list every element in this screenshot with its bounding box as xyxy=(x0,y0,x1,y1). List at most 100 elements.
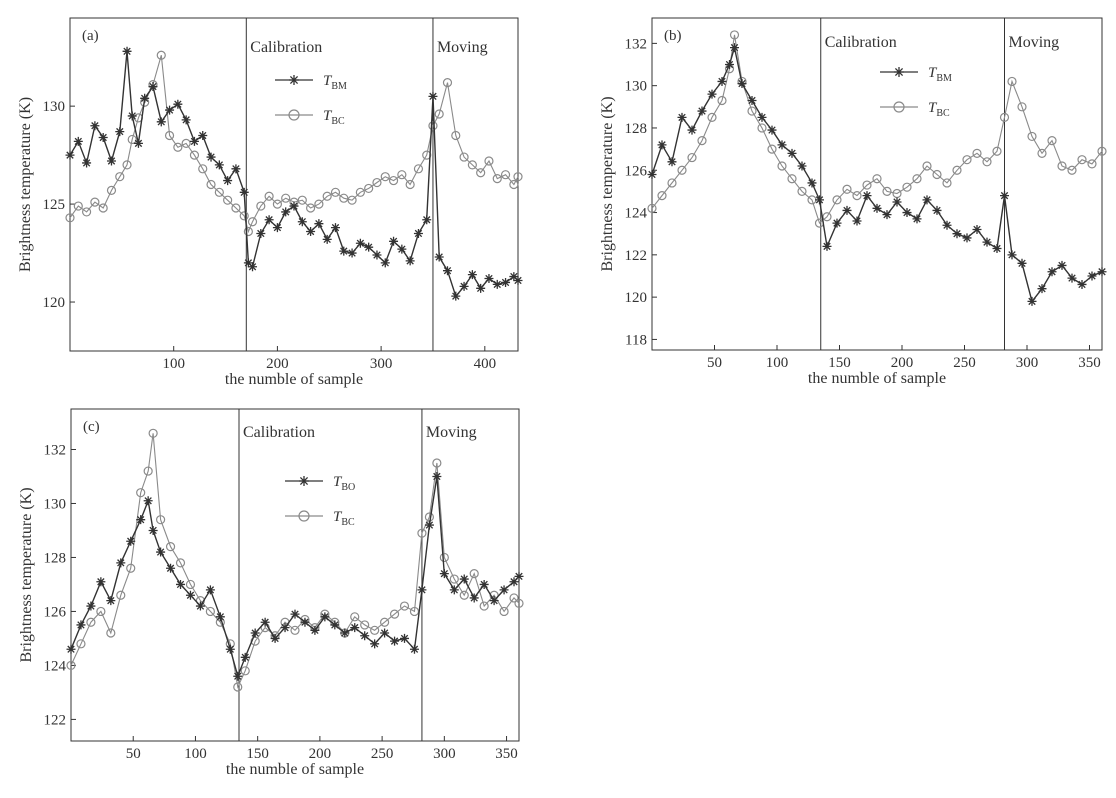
data-point xyxy=(198,164,208,174)
x-tick-label: 350 xyxy=(495,746,518,762)
data-point xyxy=(116,590,126,600)
data-point xyxy=(467,270,477,280)
data-point xyxy=(434,109,444,119)
data-point xyxy=(807,178,817,188)
data-point xyxy=(1047,267,1057,277)
data-point xyxy=(499,585,509,595)
data-point xyxy=(469,593,479,603)
y-tick-label: 122 xyxy=(44,712,67,728)
data-point xyxy=(862,180,872,190)
data-point xyxy=(388,175,399,186)
plot-frame xyxy=(70,408,520,742)
legend: TBM TBC xyxy=(275,73,347,127)
series-t-bc xyxy=(647,30,1107,228)
data-point xyxy=(725,60,734,70)
data-point xyxy=(1087,159,1097,169)
data-point xyxy=(86,617,96,627)
series-line xyxy=(651,34,1103,225)
data-point xyxy=(181,138,191,148)
data-point xyxy=(364,183,374,194)
data-point xyxy=(449,585,459,595)
data-point xyxy=(173,99,183,109)
legend-marker xyxy=(299,476,309,486)
data-point xyxy=(1057,260,1067,270)
legend-marker xyxy=(893,101,905,113)
data-point xyxy=(98,203,108,213)
data-point xyxy=(717,76,727,86)
data-point xyxy=(484,156,494,166)
data-point xyxy=(952,165,962,175)
data-point xyxy=(247,217,258,227)
data-point xyxy=(239,211,249,221)
data-point xyxy=(380,172,390,182)
data-point xyxy=(240,652,250,662)
data-point xyxy=(842,184,852,194)
data-point xyxy=(380,617,390,627)
y-tick-label: 130 xyxy=(43,99,66,115)
data-point xyxy=(106,596,116,606)
data-point xyxy=(360,631,370,641)
data-point xyxy=(350,623,360,633)
data-point xyxy=(76,639,86,649)
x-tick-label: 100 xyxy=(162,356,185,372)
x-tick-label: 200 xyxy=(266,356,289,372)
data-point xyxy=(707,112,717,122)
data-point xyxy=(777,140,787,150)
data-point xyxy=(892,197,902,207)
data-point xyxy=(697,106,707,116)
data-point xyxy=(1077,155,1087,165)
data-point xyxy=(389,609,400,619)
data-point xyxy=(439,569,449,579)
x-tick-label: 300 xyxy=(1016,355,1039,371)
data-point xyxy=(233,682,243,692)
data-point xyxy=(1017,258,1027,268)
data-point xyxy=(339,246,349,256)
data-point xyxy=(922,161,932,171)
data-point xyxy=(389,236,399,246)
data-point xyxy=(380,258,390,268)
data-point xyxy=(165,105,175,115)
data-point xyxy=(314,219,324,229)
data-point xyxy=(233,671,243,681)
data-point xyxy=(451,130,461,141)
legend-marker xyxy=(289,75,299,85)
data-point xyxy=(66,660,76,671)
data-point xyxy=(1097,146,1107,156)
data-point xyxy=(397,244,407,254)
data-point xyxy=(832,195,842,205)
data-point xyxy=(198,131,208,141)
data-point xyxy=(1007,76,1017,87)
data-point xyxy=(509,179,519,190)
data-point xyxy=(205,606,215,617)
data-point xyxy=(747,95,757,105)
data-point xyxy=(647,203,657,213)
data-point xyxy=(982,237,992,247)
data-point xyxy=(459,281,469,291)
data-point xyxy=(852,216,862,226)
data-point xyxy=(400,633,410,643)
plot-frame xyxy=(651,17,1103,351)
data-point xyxy=(243,226,253,237)
data-point xyxy=(355,187,365,197)
data-point xyxy=(256,228,266,238)
data-point xyxy=(1067,273,1077,283)
data-point xyxy=(882,186,892,197)
legend-marker xyxy=(298,510,310,522)
data-point xyxy=(882,210,892,220)
data-point xyxy=(757,123,767,133)
data-point xyxy=(707,89,717,99)
x-tick-label: 200 xyxy=(309,746,332,762)
data-point xyxy=(270,633,280,643)
data-point xyxy=(347,195,357,205)
data-point xyxy=(513,275,523,285)
region-label: Calibration xyxy=(243,424,315,441)
data-point xyxy=(310,625,320,635)
series-t-bm xyxy=(647,43,1107,306)
data-point xyxy=(140,93,150,103)
data-point xyxy=(181,115,191,125)
panel-label: (c) xyxy=(83,419,100,435)
data-point xyxy=(127,111,137,121)
data-point xyxy=(306,227,316,237)
data-point xyxy=(677,165,687,175)
x-tick-label: 300 xyxy=(433,746,456,762)
